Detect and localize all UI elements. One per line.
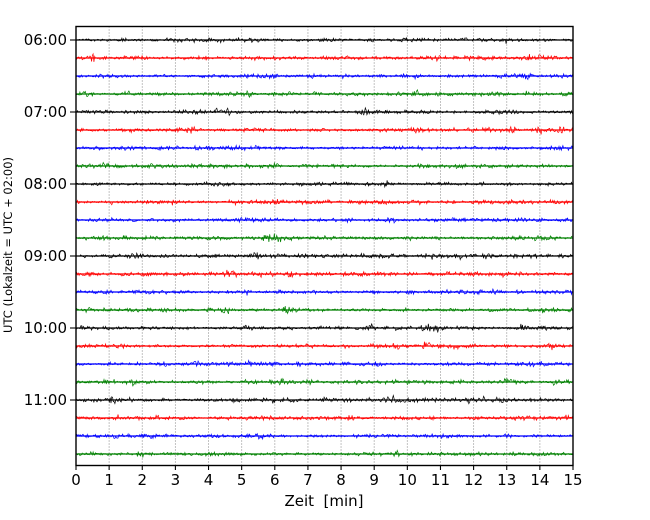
x-tick-label-1: 1 <box>104 471 114 489</box>
trace-noise-06:45 <box>75 88 574 99</box>
x-tick-label-9: 9 <box>369 471 379 489</box>
trace-noise-09:30 <box>75 287 574 296</box>
trace-noise-09:45 <box>75 305 574 315</box>
trace-noise-08:45 <box>75 233 574 243</box>
y-tick-label-10:00: 10:00 <box>24 319 67 337</box>
trace-noise-08:00 <box>75 180 574 189</box>
x-tick-label-3: 3 <box>171 471 181 489</box>
x-tick-label-11: 11 <box>431 471 450 489</box>
trace-noise-11:45 <box>75 449 574 459</box>
trace-noise-09:15 <box>75 269 574 279</box>
x-tick-label-2: 2 <box>137 471 147 489</box>
y-tick-label-06:00: 06:00 <box>24 31 67 49</box>
x-tick-label-13: 13 <box>497 471 516 489</box>
y-tick-label-11:00: 11:00 <box>24 391 67 409</box>
x-tick-label-14: 14 <box>530 471 549 489</box>
plot-border <box>75 25 574 467</box>
x-tick-label-15: 15 <box>563 471 582 489</box>
trace-noise-11:15 <box>75 414 574 422</box>
y-tick-label-08:00: 08:00 <box>24 175 67 193</box>
y-tick-label-09:00: 09:00 <box>24 247 67 265</box>
trace-noise-10:30 <box>75 359 574 368</box>
x-tick-label-4: 4 <box>204 471 214 489</box>
trace-noise-10:00 <box>75 323 574 333</box>
trace-noise-11:00 <box>75 394 574 405</box>
trace-noise-06:15 <box>75 52 574 63</box>
x-tick-label-5: 5 <box>237 471 247 489</box>
trace-noise-07:00 <box>75 106 574 117</box>
trace-noise-08:15 <box>75 198 574 207</box>
trace-noise-10:45 <box>75 377 574 387</box>
trace-noise-07:15 <box>75 125 574 135</box>
x-tick-label-7: 7 <box>303 471 313 489</box>
y-tick-label-07:00: 07:00 <box>24 103 67 121</box>
x-tick-label-12: 12 <box>464 471 483 489</box>
trace-noise-07:45 <box>75 161 574 170</box>
trace-noise-09:00 <box>75 251 574 261</box>
x-axis-label: Zeit [min] <box>284 492 364 510</box>
trace-noise-07:30 <box>75 144 574 152</box>
trace-noise-06:00 <box>75 36 574 44</box>
x-tick-label-10: 10 <box>398 471 417 489</box>
trace-noise-06:30 <box>75 72 574 81</box>
trace-noise-08:30 <box>75 216 574 224</box>
x-tick-label-0: 0 <box>71 471 81 489</box>
trace-noise-10:15 <box>75 341 574 351</box>
x-tick-label-6: 6 <box>270 471 280 489</box>
x-tick-label-8: 8 <box>336 471 346 489</box>
trace-noise-11:30 <box>75 432 574 441</box>
y-axis-label: UTC (Lokalzeit = UTC + 02:00) <box>1 157 15 334</box>
